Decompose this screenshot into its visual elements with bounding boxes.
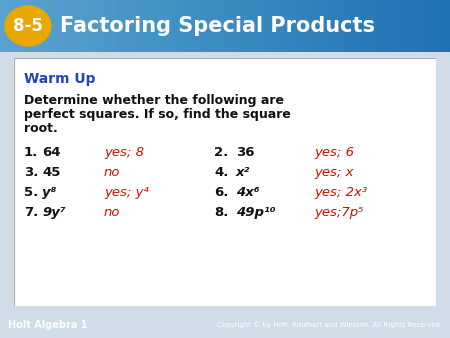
Text: 8-5: 8-5 [13, 17, 43, 35]
Text: Copyright © by Holt, Rinehart and Winston. All Rights Reserved.: Copyright © by Holt, Rinehart and Winsto… [217, 322, 442, 328]
Text: 5.: 5. [24, 186, 38, 199]
Text: yes; 6: yes; 6 [314, 146, 354, 159]
Text: 7.: 7. [24, 206, 38, 219]
Text: 45: 45 [42, 166, 60, 179]
Text: x²: x² [236, 166, 250, 179]
Text: 2.: 2. [214, 146, 228, 159]
Text: 3.: 3. [24, 166, 38, 179]
Text: Factoring Special Products: Factoring Special Products [60, 16, 375, 36]
Text: no: no [104, 206, 121, 219]
Text: 64: 64 [42, 146, 60, 159]
Text: Warm Up: Warm Up [24, 72, 95, 86]
Text: 1.: 1. [24, 146, 38, 159]
Ellipse shape [5, 6, 51, 46]
Text: 6.: 6. [214, 186, 228, 199]
Text: yes; x: yes; x [314, 166, 354, 179]
Text: Holt Algebra 1: Holt Algebra 1 [8, 320, 87, 330]
Text: 4.: 4. [214, 166, 228, 179]
Text: root.: root. [24, 122, 58, 135]
Text: 36: 36 [236, 146, 255, 159]
Text: no: no [104, 166, 121, 179]
Text: yes; 8: yes; 8 [104, 146, 144, 159]
Text: perfect squares. If so, find the square: perfect squares. If so, find the square [24, 108, 291, 121]
Text: yes;7p⁵: yes;7p⁵ [314, 206, 364, 219]
FancyBboxPatch shape [14, 58, 436, 306]
Text: yes; y⁴: yes; y⁴ [104, 186, 149, 199]
Text: y⁸: y⁸ [42, 186, 56, 199]
Text: 49p¹⁰: 49p¹⁰ [236, 206, 275, 219]
Text: Determine whether the following are: Determine whether the following are [24, 94, 284, 107]
Text: 9y⁷: 9y⁷ [42, 206, 66, 219]
Text: yes; 2x³: yes; 2x³ [314, 186, 367, 199]
Text: 8.: 8. [214, 206, 228, 219]
Text: 4x⁶: 4x⁶ [236, 186, 260, 199]
